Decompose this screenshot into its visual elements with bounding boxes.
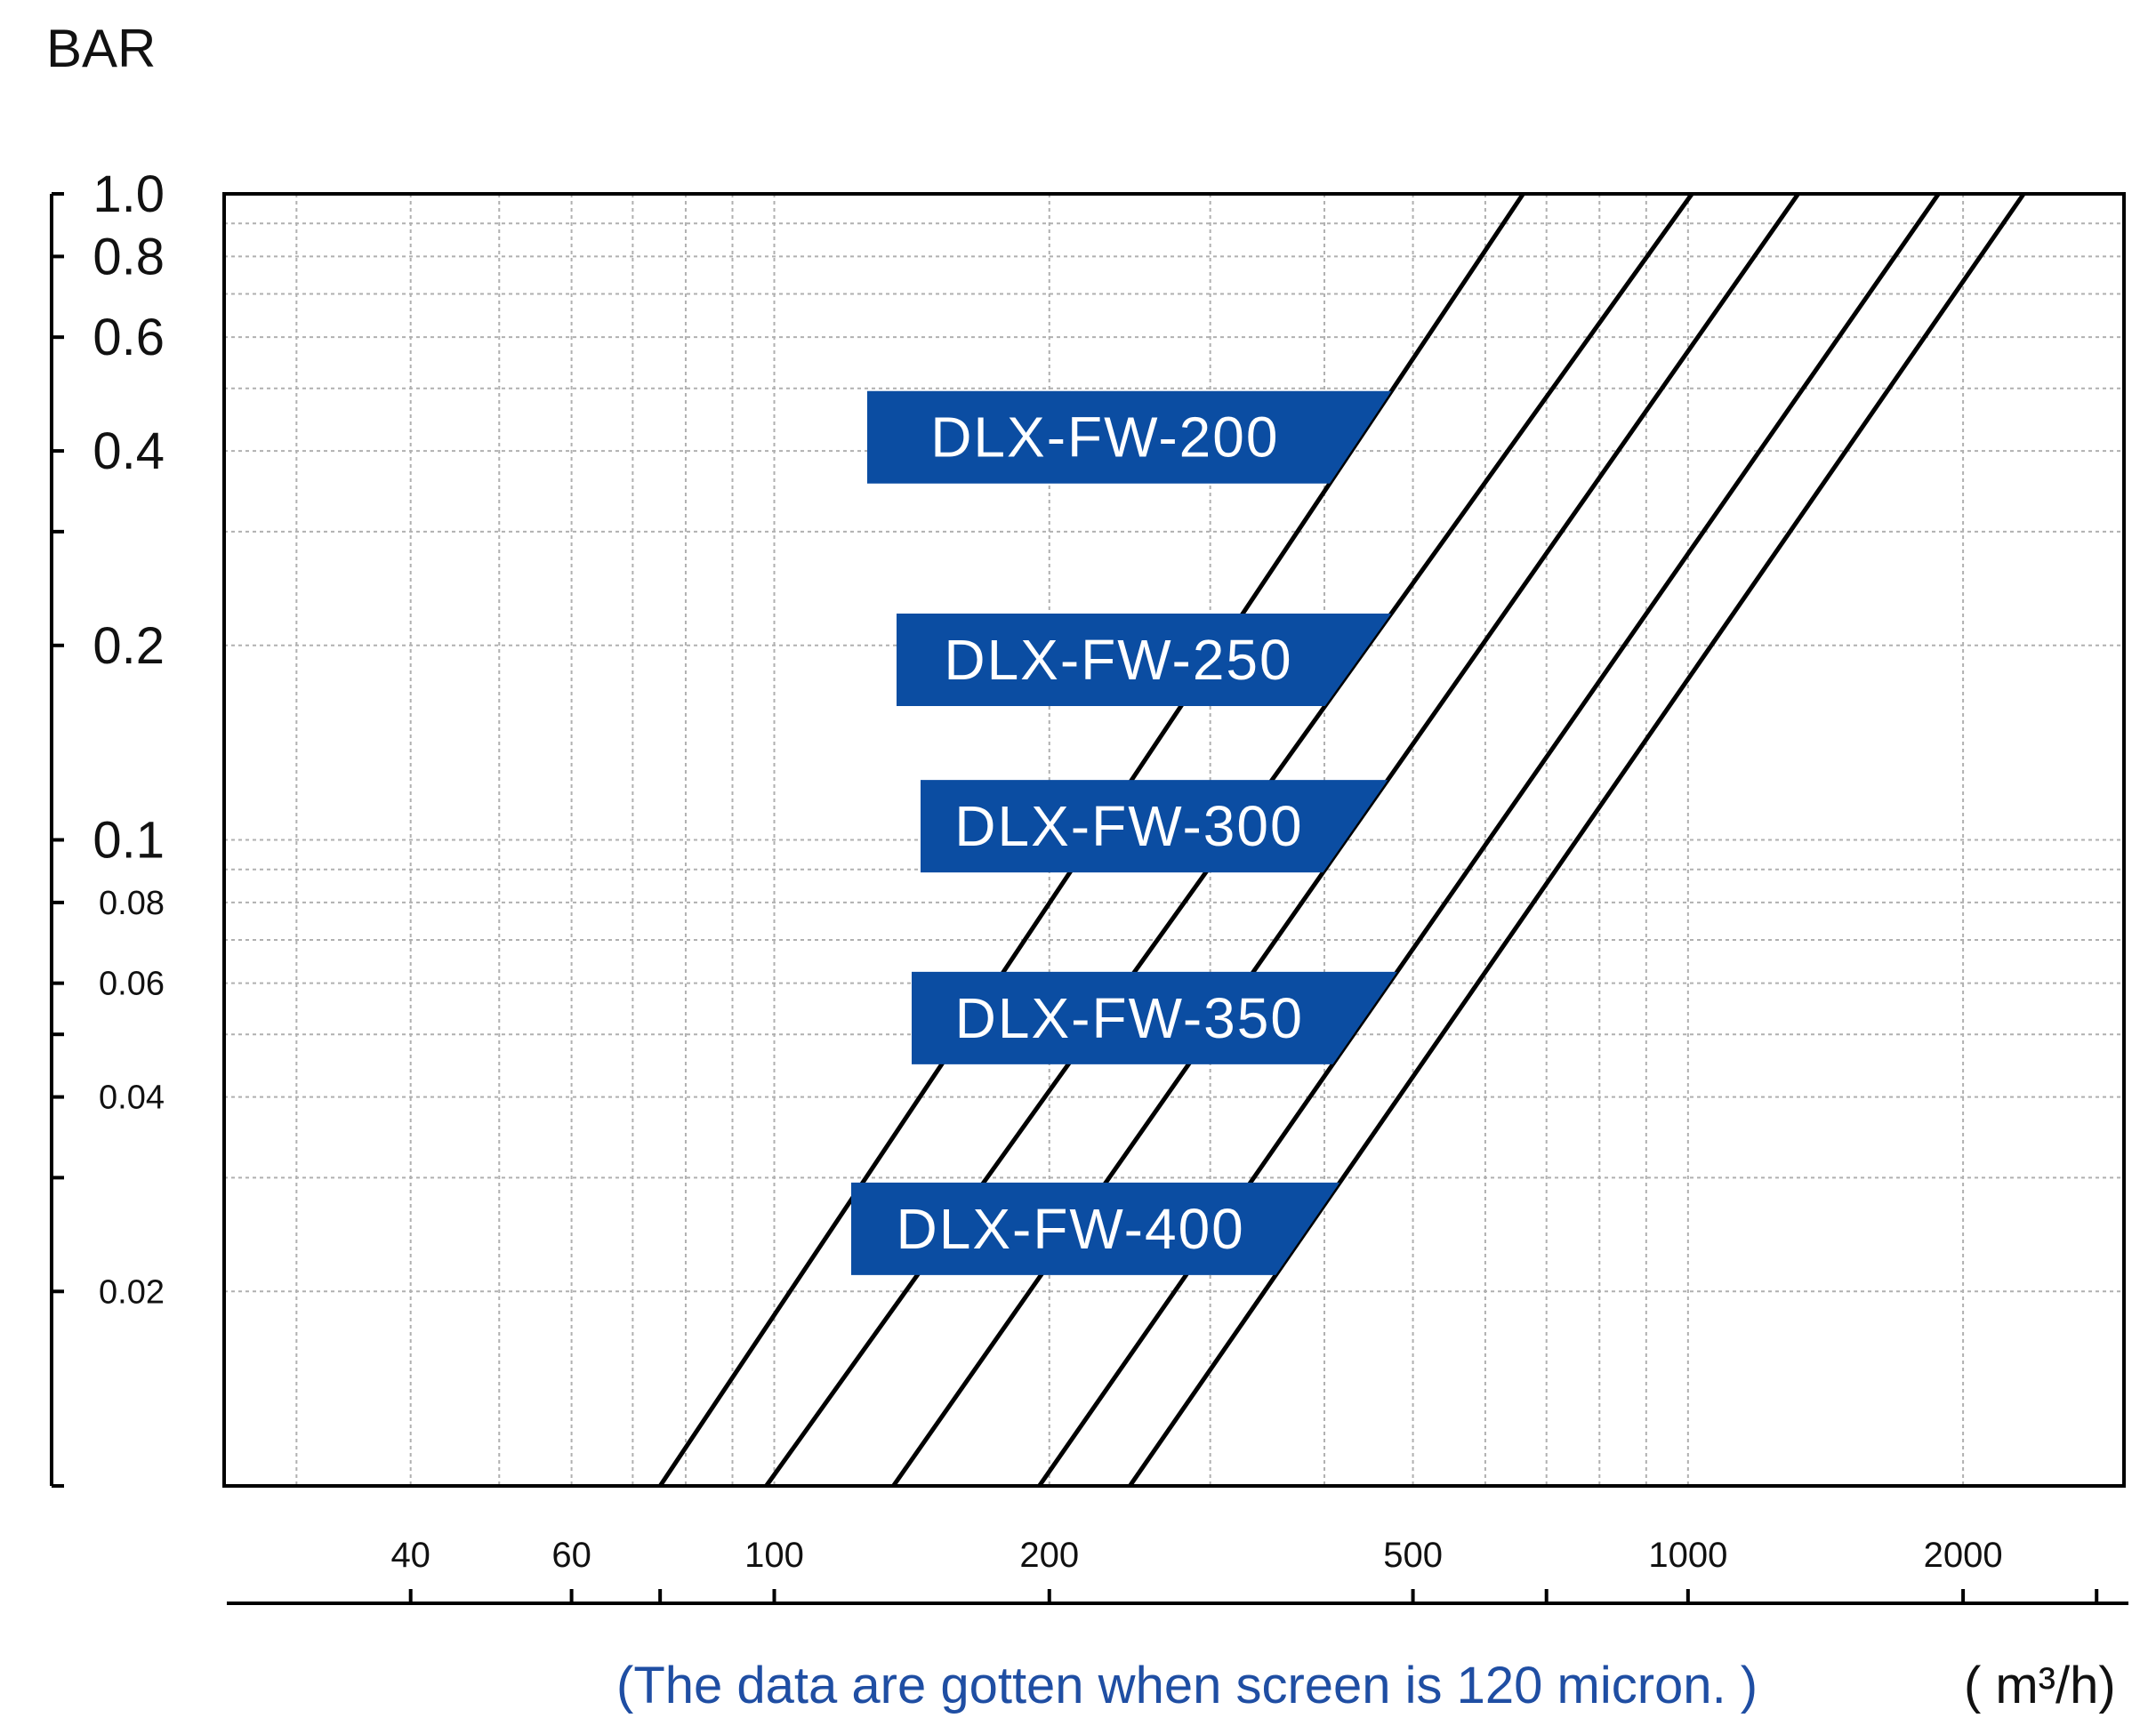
y-axis-title: BAR: [46, 19, 156, 78]
series-labels: DLX-FW-200 DLX-FW-250 DLX-FW-300 DLX-FW-350…: [851, 391, 1397, 1275]
series-label-text: DLX-FW-400: [897, 1197, 1245, 1261]
y-tick-label: 0.02: [99, 1273, 165, 1311]
y-tick-label: 1.0: [93, 165, 165, 223]
series-label-text: DLX-FW-350: [955, 986, 1304, 1050]
y-tick-label: 0.1: [93, 812, 165, 870]
y-tick-label: 0.6: [93, 309, 165, 366]
x-tick-label: 60: [551, 1536, 591, 1575]
series-label-text: DLX-FW-200: [930, 405, 1279, 470]
x-axis: 40 60 100 200 500 1000 2000: [227, 1536, 2128, 1603]
flow-unit-label: ( m³/h): [1964, 1657, 2116, 1714]
y-tick-label: 0.06: [99, 966, 165, 1003]
series-label-text: DLX-FW-250: [944, 628, 1292, 692]
series-label-text: DLX-FW-300: [954, 794, 1303, 858]
x-tick-label: 2000: [1924, 1536, 2003, 1575]
x-tick-label: 40: [390, 1536, 430, 1575]
y-tick-label: 0.04: [99, 1080, 165, 1117]
x-tick-label: 500: [1383, 1536, 1443, 1575]
y-tick-label: 0.2: [93, 617, 165, 675]
footnote: (The data are gotten when screen is 120 …: [616, 1657, 1758, 1714]
y-tick-label: 0.08: [99, 885, 165, 922]
x-tick-label: 100: [744, 1536, 804, 1575]
x-tick-label: 200: [1019, 1536, 1079, 1575]
x-tick-label: 1000: [1648, 1536, 1727, 1575]
y-axis: 1.00.8 0.6 0.4 0.2 0.1 0.08 0.06 0.04 0.02: [52, 165, 165, 1486]
y-tick-label: 0.4: [93, 422, 165, 480]
y-tick-label: 0.8: [93, 228, 165, 285]
